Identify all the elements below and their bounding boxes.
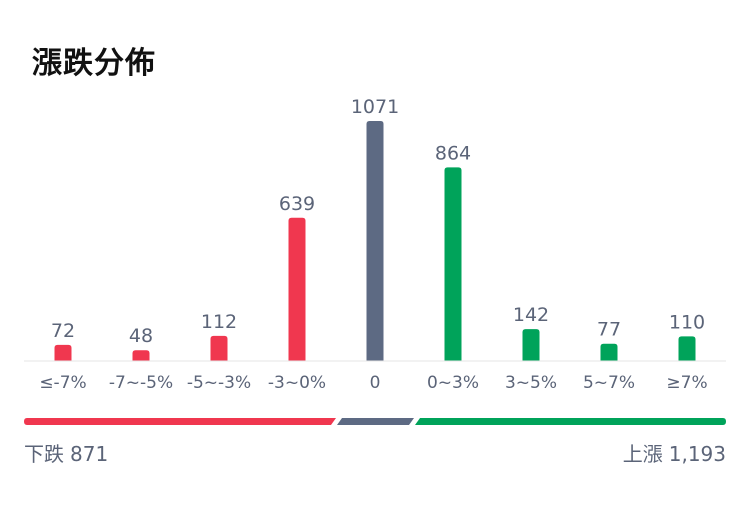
ratio-down-segment [24, 418, 336, 425]
ratio-bar [24, 418, 726, 425]
bar-value-label: 1071 [351, 96, 399, 118]
up-summary: 上漲 1,193 [623, 438, 726, 467]
x-tick-label: ≤-7% [39, 373, 86, 393]
ratio-flat-segment [337, 418, 414, 425]
chart-title: 漲跌分佈 [32, 46, 156, 81]
bar-3 [288, 217, 306, 361]
bar-value-label: 110 [669, 311, 705, 333]
bar-value-label: 142 [513, 304, 549, 326]
bar-8 [678, 336, 696, 361]
up-summary-label: 上漲 [622, 442, 663, 466]
down-summary-label: 下跌 [24, 442, 64, 466]
ratio-up-segment [415, 418, 726, 425]
x-tick-label: -3~0% [268, 373, 326, 393]
up-summary-count: 1,193 [668, 442, 726, 466]
x-tick-label: 3~5% [505, 373, 557, 393]
x-tick-label: ≥7% [666, 373, 707, 393]
bar-value-label: 48 [129, 325, 153, 347]
bar-7 [600, 343, 618, 361]
bar-6 [522, 329, 540, 361]
x-tick-label: 5~7% [583, 373, 635, 393]
x-tick-label: 0~3% [427, 373, 479, 393]
bar-1 [132, 350, 150, 361]
bar-value-label: 72 [51, 320, 75, 342]
bars-group: 72 ≤-7% 48 -7~-5% 112 -5~-3% 639 -3~0% 1071 0 864 0… [39, 96, 707, 393]
x-tick-label: 0 [370, 373, 381, 393]
bar-5 [444, 167, 462, 361]
bar-value-label: 864 [435, 142, 471, 164]
bar-2 [210, 335, 228, 361]
bar-value-label: 77 [597, 319, 621, 341]
bar-value-label: 112 [201, 311, 237, 333]
x-tick-label: -7~-5% [109, 373, 173, 393]
down-summary: 下跌 871 [24, 438, 114, 467]
x-tick-label: -5~-3% [187, 373, 251, 393]
bar-value-label: 639 [279, 193, 315, 215]
bar-0 [54, 344, 72, 361]
bar-4 [366, 121, 384, 361]
down-summary-count: 871 [70, 442, 109, 466]
